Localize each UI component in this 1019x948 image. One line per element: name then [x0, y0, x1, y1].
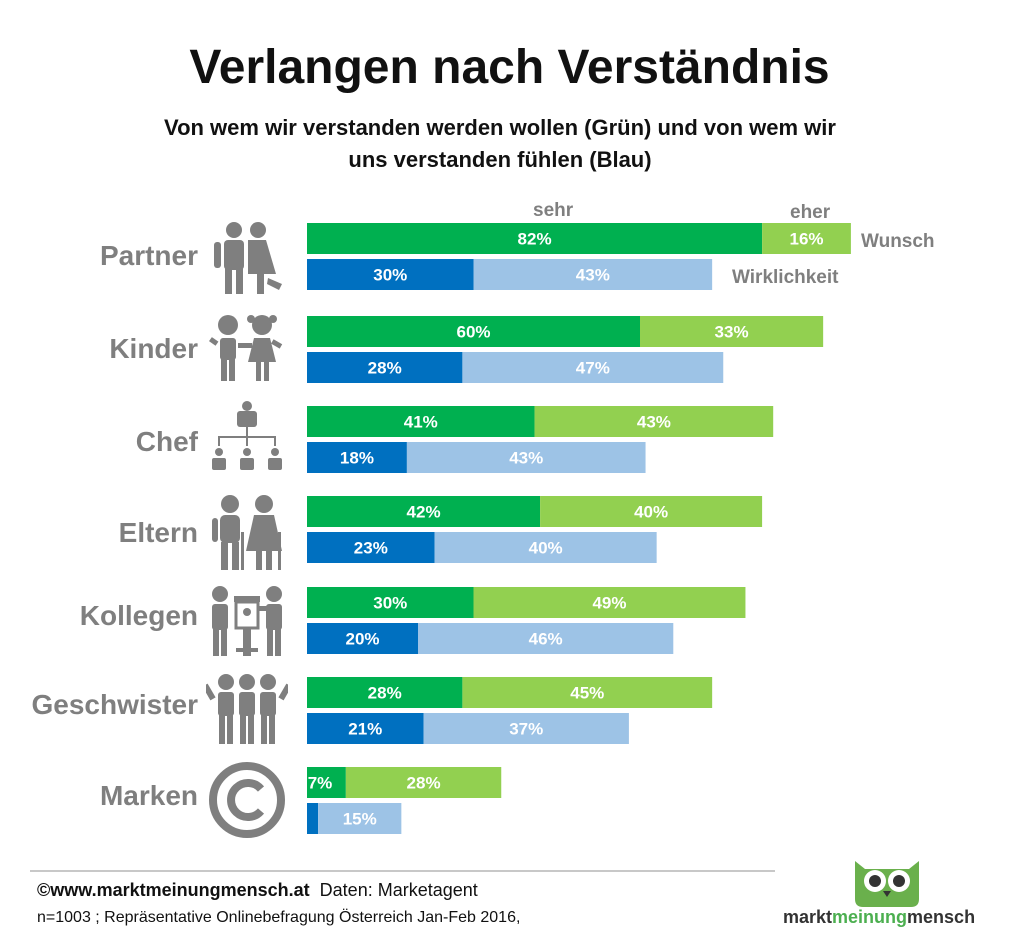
category-label-kollegen: Kollegen — [79, 600, 198, 631]
bar-kinder-wirklichkeit-sehr — [307, 352, 463, 383]
value-label-marken-wirklichkeit-eher: 15% — [343, 810, 377, 829]
bar-kinder-wirklichkeit-eher — [462, 352, 724, 383]
legend-wirklichkeit: Wirklichkeit — [732, 267, 839, 288]
bar-chef-wirklichkeit-eher — [406, 442, 646, 473]
logo-part-mensch: mensch — [907, 907, 976, 927]
logo-part-meinung: meinung — [832, 907, 908, 927]
bar-kinder-wunsch-eher — [640, 316, 824, 347]
value-label-geschwister-wirklichkeit-sehr: 21% — [348, 720, 382, 739]
value-label-geschwister-wirklichkeit-eher: 37% — [509, 720, 543, 739]
elderly-couple-icon — [212, 495, 282, 570]
brand-logo-text: marktmeinungmensch — [783, 907, 975, 928]
chart-title: Verlangen nach Verständnis — [189, 41, 830, 94]
owl-logo-icon — [855, 861, 919, 907]
bar-chef-wunsch-eher — [534, 406, 774, 437]
chart-subtitle: Von wem wir verstanden werden wollen (Gr… — [60, 112, 940, 176]
subtitle-line-1: Von wem wir verstanden werden wollen (Gr… — [164, 115, 836, 140]
value-label-marken-wunsch-sehr: 7% — [308, 774, 333, 793]
colleagues-icon — [212, 586, 282, 656]
bar-eltern-wirklichkeit-sehr — [307, 532, 435, 563]
subtitle-line-2: uns verstanden fühlen (Blau) — [348, 147, 652, 172]
value-label-kollegen-wirklichkeit-sehr: 20% — [345, 630, 379, 649]
bar-eltern-wunsch-eher — [540, 496, 763, 527]
value-label-chef-wunsch-eher: 43% — [637, 413, 671, 432]
value-label-kinder-wirklichkeit-eher: 47% — [576, 359, 610, 378]
bar-geschwister-wirklichkeit-eher — [423, 713, 629, 744]
value-label-kinder-wunsch-eher: 33% — [715, 323, 749, 342]
bar-geschwister-wunsch-sehr — [307, 677, 463, 708]
value-label-kollegen-wunsch-eher: 49% — [592, 594, 626, 613]
bar-eltern-wirklichkeit-eher — [434, 532, 657, 563]
bar-partner-wirklichkeit-eher — [473, 259, 713, 290]
footer-divider — [30, 870, 775, 872]
value-label-eltern-wirklichkeit-eher: 40% — [529, 539, 563, 558]
bar-marken-wunsch-eher — [345, 767, 502, 798]
copyright-icon — [209, 762, 285, 838]
value-label-marken-wunsch-eher: 28% — [407, 774, 441, 793]
value-label-eltern-wirklichkeit-sehr: 23% — [354, 539, 388, 558]
bar-marken-wirklichkeit-eher — [318, 803, 402, 834]
footer-url: ©www.marktmeinungmensch.at — [37, 880, 310, 900]
children-icon — [209, 315, 283, 381]
bar-eltern-wunsch-sehr — [307, 496, 541, 527]
category-label-eltern: Eltern — [118, 517, 198, 548]
category-label-geschwister: Geschwister — [31, 689, 198, 720]
value-label-chef-wirklichkeit-eher: 43% — [509, 449, 543, 468]
bar-kollegen-wunsch-eher — [473, 587, 746, 618]
bar-kollegen-wunsch-sehr — [307, 587, 474, 618]
header-sehr: sehr — [533, 200, 574, 221]
bar-geschwister-wirklichkeit-sehr — [307, 713, 424, 744]
bar-kinder-wunsch-sehr — [307, 316, 640, 347]
value-label-geschwister-wunsch-sehr: 28% — [368, 684, 402, 703]
bar-kollegen-wirklichkeit-sehr — [307, 623, 418, 654]
siblings-icon — [206, 674, 288, 744]
value-label-kollegen-wunsch-sehr: 30% — [373, 594, 407, 613]
bar-chef-wunsch-sehr — [307, 406, 535, 437]
value-label-partner-wirklichkeit-sehr: 30% — [373, 266, 407, 285]
value-label-eltern-wunsch-eher: 40% — [634, 503, 668, 522]
value-label-eltern-wunsch-sehr: 42% — [407, 503, 441, 522]
value-label-kinder-wunsch-sehr: 60% — [456, 323, 490, 342]
bar-partner-wirklichkeit-sehr — [307, 259, 474, 290]
logo-part-markt: markt — [783, 907, 833, 927]
bar-kollegen-wirklichkeit-eher — [418, 623, 674, 654]
footer-data-source: Daten: Marketagent — [319, 880, 478, 900]
bar-partner-wunsch-sehr — [307, 223, 763, 254]
category-label-marken: Marken — [99, 780, 198, 811]
category-label-kinder: Kinder — [109, 333, 198, 364]
bar-marken-wunsch-sehr — [307, 767, 346, 798]
header-eher: eher — [790, 202, 831, 223]
bar-partner-wunsch-eher — [762, 223, 851, 254]
footer-method: n=1003 ; Repräsentative Onlinebefragung … — [37, 909, 521, 926]
category-label-chef: Chef — [135, 426, 198, 457]
bar-chef-wirklichkeit-sehr — [307, 442, 407, 473]
value-label-kollegen-wirklichkeit-eher: 46% — [529, 630, 563, 649]
bar-geschwister-wunsch-eher — [462, 677, 713, 708]
value-label-chef-wunsch-sehr: 41% — [404, 413, 438, 432]
category-label-partner: Partner — [99, 240, 198, 271]
legend-wunsch: Wunsch — [861, 231, 935, 252]
footer-source: ©www.marktmeinungmensch.at Daten: Market… — [37, 880, 478, 901]
value-label-partner-wunsch-eher: 16% — [789, 230, 823, 249]
org-chart-icon — [212, 401, 282, 470]
value-label-partner-wirklichkeit-eher: 43% — [576, 266, 610, 285]
bar-marken-wirklichkeit-sehr — [307, 803, 319, 834]
couple-icon — [214, 222, 282, 294]
value-label-chef-wirklichkeit-sehr: 18% — [340, 449, 374, 468]
value-label-partner-wunsch-sehr: 82% — [518, 230, 552, 249]
value-label-geschwister-wunsch-eher: 45% — [570, 684, 604, 703]
value-label-kinder-wirklichkeit-sehr: 28% — [368, 359, 402, 378]
